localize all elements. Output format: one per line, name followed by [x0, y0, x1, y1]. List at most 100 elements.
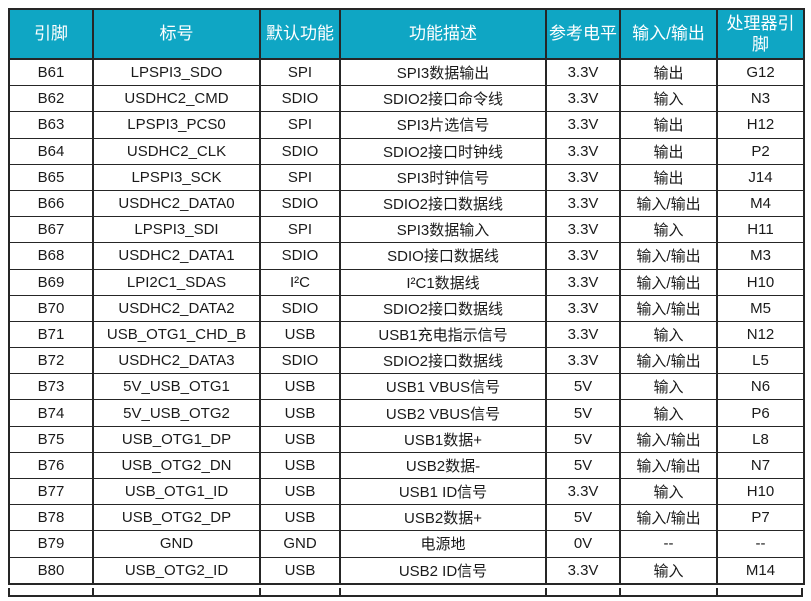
- table-cell: 3.3V: [545, 242, 621, 270]
- table-cell: M4: [716, 189, 805, 218]
- table-header: 引脚 标号 默认功能 功能描述 参考电平 输入/输出 处理器引脚: [8, 8, 805, 60]
- table-row: B66 USDHC2_DATA0 SDIO SDIO2接口数据线 3.3V 输入/输出 M4: [8, 189, 805, 218]
- table-row: B64 USDHC2_CLK SDIO SDIO2接口时钟线 3.3V 输出 P2: [8, 137, 805, 165]
- table-row: B68 USDHC2_DATA1 SDIO SDIO接口数据线 3.3V 输入/输出 M3: [8, 242, 805, 270]
- table-cell: 输入: [619, 320, 718, 349]
- table-cell: SDIO2接口数据线: [339, 189, 547, 218]
- table-row: B78 USB_OTG2_DP USB USB2数据+ 5V 输入/输出 P7: [8, 504, 805, 532]
- table-cell: USB_OTG1_ID: [92, 477, 261, 506]
- table-cell: B70: [8, 294, 94, 322]
- table-cell: B77: [8, 477, 94, 506]
- table-cell: SDIO: [259, 189, 341, 218]
- table-cell: P6: [716, 399, 805, 427]
- table-cell: 5V_USB_OTG2: [92, 399, 261, 427]
- clipped-row-segment: [92, 587, 259, 595]
- table-cell: SDIO: [259, 85, 341, 113]
- table-cell: 3.3V: [545, 477, 621, 506]
- table-cell: 输入/输出: [619, 425, 718, 453]
- table-cell: USB1充电指示信号: [339, 320, 547, 349]
- table-cell: 输出: [619, 137, 718, 165]
- table-cell: LPSPI3_SCK: [92, 163, 261, 191]
- table-cell: USB1数据+: [339, 425, 547, 453]
- table-cell: 5V_USB_OTG1: [92, 373, 261, 401]
- table-cell: B67: [8, 216, 94, 244]
- table-cell: 输入: [619, 85, 718, 113]
- table-cell: M5: [716, 294, 805, 322]
- table-cell: H12: [716, 111, 805, 139]
- table-row: B67 LPSPI3_SDI SPI SPI3数据输入 3.3V 输入 H11: [8, 216, 805, 244]
- table-cell: 5V: [545, 504, 621, 532]
- table-cell: 5V: [545, 399, 621, 427]
- table-cell: SPI: [259, 216, 341, 244]
- table-cell: USB1 ID信号: [339, 477, 547, 506]
- table-cell: N3: [716, 85, 805, 113]
- table-cell: USB_OTG2_DN: [92, 451, 261, 480]
- table-cell: B61: [8, 58, 94, 87]
- table-cell: USB: [259, 399, 341, 427]
- table-cell: USB: [259, 504, 341, 532]
- table-cell: --: [716, 530, 805, 558]
- table-cell: 输入/输出: [619, 347, 718, 375]
- table-cell: N7: [716, 451, 805, 480]
- table-cell: 输入: [619, 556, 718, 585]
- table-row: B71 USB_OTG1_CHD_B USB USB1充电指示信号 3.3V 输入 N12: [8, 320, 805, 349]
- table-cell: 5V: [545, 425, 621, 453]
- table-row: B75 USB_OTG1_DP USB USB1数据+ 5V 输入/输出 L8: [8, 425, 805, 453]
- table-row: B62 USDHC2_CMD SDIO SDIO2接口命令线 3.3V 输入 N3: [8, 85, 805, 113]
- table-cell: M3: [716, 242, 805, 270]
- table-cell: 输入: [619, 373, 718, 401]
- table-cell: 3.3V: [545, 216, 621, 244]
- table-cell: SDIO: [259, 347, 341, 375]
- table-cell: B65: [8, 163, 94, 191]
- table-cell: B76: [8, 451, 94, 480]
- table-cell: I²C1数据线: [339, 268, 547, 296]
- table-cell: N6: [716, 373, 805, 401]
- table-cell: USB_OTG2_DP: [92, 504, 261, 532]
- table-cell: 0V: [545, 530, 621, 558]
- table-cell: B64: [8, 137, 94, 165]
- table-cell: SPI3片选信号: [339, 111, 547, 139]
- header-cell-1: 标号: [92, 8, 261, 60]
- table-row: B80 USB_OTG2_ID USB USB2 ID信号 3.3V 输入 M14: [8, 556, 805, 585]
- table-cell: USB_OTG1_CHD_B: [92, 320, 261, 349]
- table-cell: USB: [259, 477, 341, 506]
- table-cell: 3.3V: [545, 111, 621, 139]
- table-row: B74 5V_USB_OTG2 USB USB2 VBUS信号 5V 输入 P6: [8, 399, 805, 427]
- table-cell: 3.3V: [545, 347, 621, 375]
- table-cell: B68: [8, 242, 94, 270]
- table-cell: H10: [716, 268, 805, 296]
- clipped-row-segment: [716, 587, 803, 595]
- table-cell: B69: [8, 268, 94, 296]
- table-cell: SPI3数据输入: [339, 216, 547, 244]
- table-cell: 输入/输出: [619, 294, 718, 322]
- table-cell: USDHC2_DATA3: [92, 347, 261, 375]
- table-cell: L5: [716, 347, 805, 375]
- table-cell: SPI: [259, 58, 341, 87]
- table-row: B69 LPI2C1_SDAS I²C I²C1数据线 3.3V 输入/输出 H10: [8, 268, 805, 296]
- header-row: 引脚 标号 默认功能 功能描述 参考电平 输入/输出 处理器引脚: [8, 8, 805, 60]
- header-cell-3: 功能描述: [339, 8, 547, 60]
- table-cell: 输入/输出: [619, 268, 718, 296]
- table-cell: USB2 ID信号: [339, 556, 547, 585]
- clipped-row-segment: [8, 587, 92, 595]
- table-cell: H11: [716, 216, 805, 244]
- table-cell: SDIO2接口命令线: [339, 85, 547, 113]
- table-row: B65 LPSPI3_SCK SPI SPI3时钟信号 3.3V 输出 J14: [8, 163, 805, 191]
- table-cell: 输入: [619, 477, 718, 506]
- table-cell: B62: [8, 85, 94, 113]
- table-cell: USDHC2_DATA2: [92, 294, 261, 322]
- table-row: B61 LPSPI3_SDO SPI SPI3数据输出 3.3V 输出 G12: [8, 58, 805, 87]
- table-row: B72 USDHC2_DATA3 SDIO SDIO2接口数据线 3.3V 输入/输出 L5: [8, 347, 805, 375]
- table-cell: LPI2C1_SDAS: [92, 268, 261, 296]
- pin-mapping-table: 引脚 标号 默认功能 功能描述 参考电平 输入/输出 处理器引脚 B61 LPSPI3_SDO…: [8, 8, 805, 585]
- table-cell: L8: [716, 425, 805, 453]
- table-cell: 3.3V: [545, 58, 621, 87]
- table-cell: 5V: [545, 451, 621, 480]
- table-cell: 电源地: [339, 530, 547, 558]
- table-row: B70 USDHC2_DATA2 SDIO SDIO2接口数据线 3.3V 输入/输出 M5: [8, 294, 805, 322]
- table-cell: USDHC2_CLK: [92, 137, 261, 165]
- table-cell: USB_OTG1_DP: [92, 425, 261, 453]
- table-cell: USB: [259, 320, 341, 349]
- table-cell: GND: [259, 530, 341, 558]
- table-cell: M14: [716, 556, 805, 585]
